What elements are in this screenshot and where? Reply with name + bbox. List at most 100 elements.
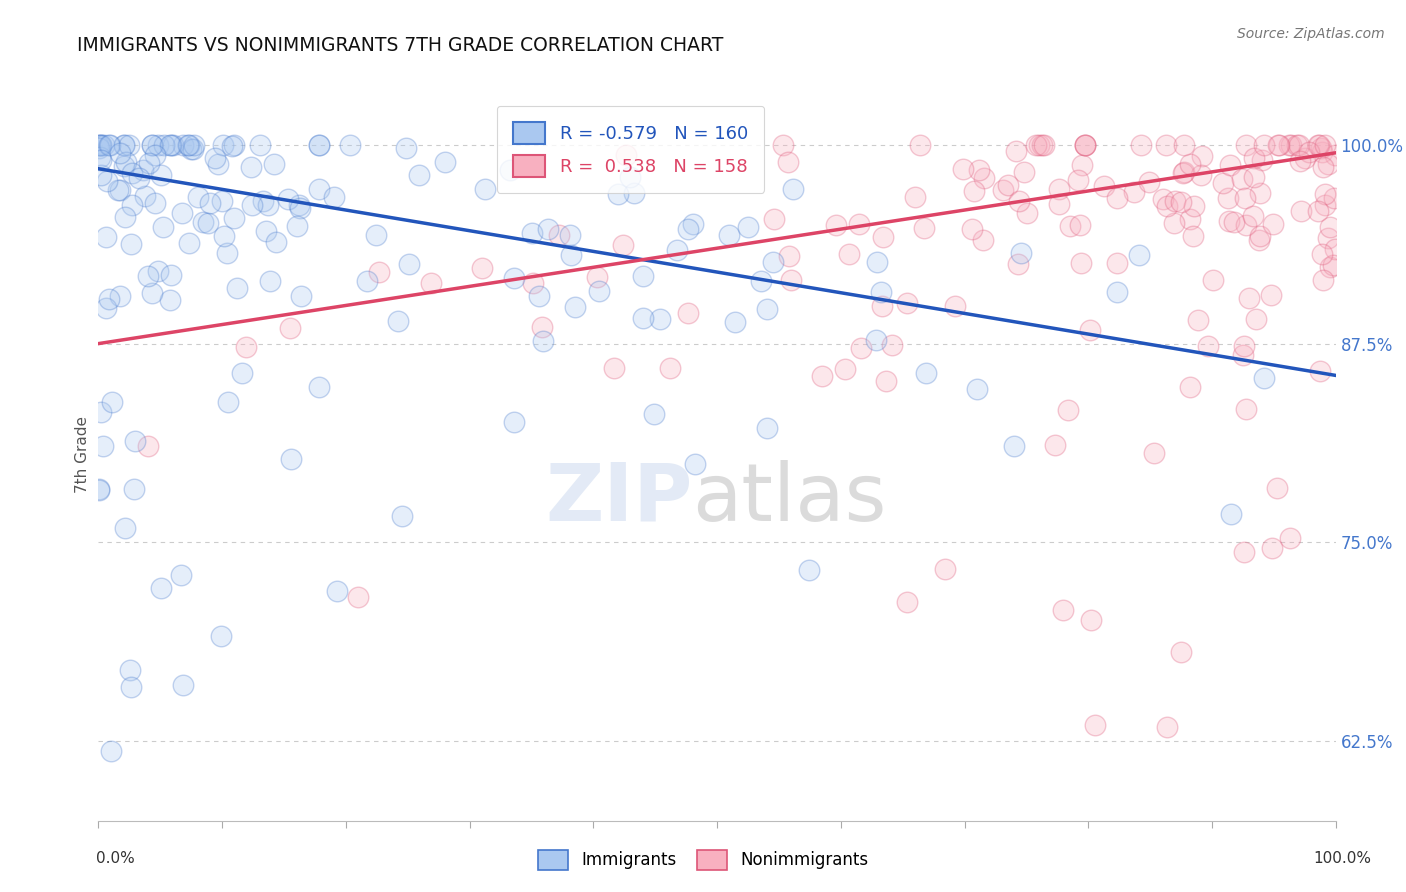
Point [1043,437,1066,451]
Point [1004,144,1026,158]
Point [1316,231,1339,245]
Point [1219,158,1241,172]
Point [160,268,183,282]
Point [1137,174,1160,188]
Point [1182,199,1205,213]
Point [308,137,330,152]
Point [1267,137,1289,152]
Point [1123,185,1146,199]
Point [1008,194,1031,208]
Point [143,195,166,210]
Point [782,182,804,196]
Point [872,299,894,313]
Point [962,221,984,235]
Point [666,243,689,257]
Point [433,155,456,169]
Point [356,274,378,288]
Point [235,340,257,354]
Point [1070,158,1092,172]
Point [1107,191,1129,205]
Point [108,184,131,198]
Point [952,162,974,177]
Point [193,215,215,229]
Point [170,206,193,220]
Point [614,147,637,161]
Point [997,178,1019,192]
Text: ZIP: ZIP [546,459,692,538]
Point [548,228,571,243]
Point [1316,156,1339,170]
Point [240,198,263,212]
Point [1028,137,1050,152]
Point [252,194,274,208]
Point [141,137,163,152]
Point [107,183,129,197]
Point [623,186,645,200]
Point [762,211,785,226]
Point [1156,720,1178,734]
Point [1163,216,1185,230]
Point [1277,137,1299,152]
Point [87,482,110,496]
Point [934,562,956,576]
Point [1010,245,1032,260]
Point [612,237,634,252]
Point [231,366,253,380]
Point [943,299,966,313]
Point [209,629,232,643]
Point [1143,446,1166,460]
Point [1288,137,1310,152]
Point [1012,165,1035,179]
Point [586,270,609,285]
Point [117,137,139,152]
Point [1105,255,1128,269]
Point [339,137,361,152]
Point [1249,233,1271,247]
Point [325,583,347,598]
Point [865,333,887,347]
Point [564,300,586,314]
Point [1017,206,1039,220]
Point [180,143,202,157]
Point [395,141,418,155]
Point [1067,173,1090,187]
Point [1092,179,1115,194]
Legend: R = -0.579   N = 160, R =  0.538   N = 158: R = -0.579 N = 160, R = 0.538 N = 158 [496,105,765,193]
Point [1241,209,1264,223]
Point [204,151,226,165]
Point [280,452,302,467]
Point [1189,168,1212,182]
Point [1007,257,1029,271]
Point [1312,161,1334,175]
Point [1170,645,1192,659]
Point [522,276,544,290]
Point [128,171,150,186]
Point [1181,229,1204,244]
Point [962,185,984,199]
Point [308,182,330,196]
Point [153,137,176,152]
Point [799,563,821,577]
Point [1047,197,1070,211]
Point [762,255,785,269]
Point [266,235,288,249]
Point [257,198,280,212]
Point [90,153,112,168]
Point [1279,531,1302,545]
Point [1002,439,1025,453]
Point [1313,198,1336,212]
Point [1032,137,1054,152]
Point [162,137,184,152]
Point [89,483,111,497]
Point [259,274,281,288]
Point [160,137,183,152]
Point [1285,137,1308,152]
Point [498,163,520,178]
Point [322,190,344,204]
Point [659,360,682,375]
Point [1187,313,1209,327]
Point [183,137,205,152]
Point [93,137,115,152]
Text: IMMIGRANTS VS NONIMMIGRANTS 7TH GRADE CORRELATION CHART: IMMIGRANTS VS NONIMMIGRANTS 7TH GRADE CO… [77,36,724,54]
Text: atlas: atlas [692,459,887,538]
